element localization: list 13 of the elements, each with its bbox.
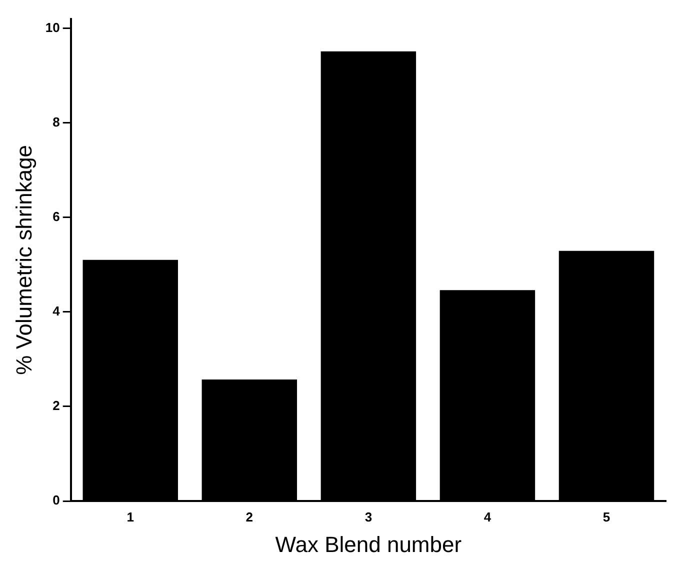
x-tick-label: 1 <box>126 509 134 524</box>
x-tick-label: 4 <box>484 509 492 524</box>
y-tick-label: 10 <box>45 20 60 35</box>
y-axis-title: % Volumetric shrinkage <box>11 144 36 375</box>
y-tick-label: 4 <box>52 303 61 318</box>
y-tick-label: 2 <box>52 398 60 414</box>
y-tick-label: 8 <box>52 114 60 130</box>
x-tick-label: 5 <box>602 509 610 524</box>
x-tick-label: 3 <box>364 509 372 524</box>
y-tick-label: 0 <box>52 492 60 508</box>
x-tick-label: 2 <box>246 509 254 524</box>
y-tick-label: 6 <box>52 208 60 224</box>
x-axis-title: Wax Blend number <box>275 532 462 557</box>
